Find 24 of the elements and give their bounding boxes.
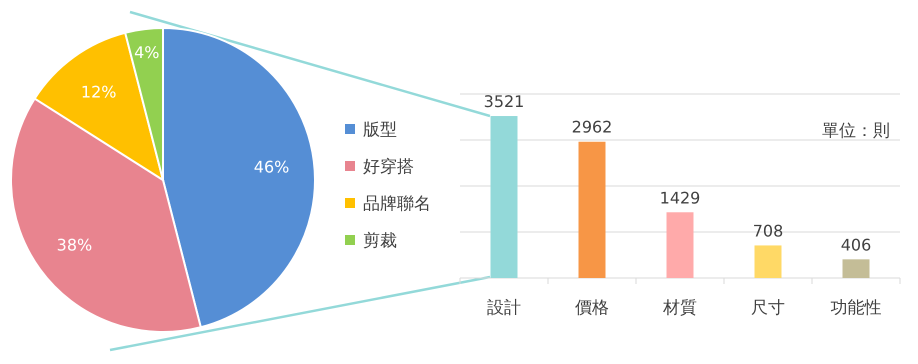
bar: [578, 142, 606, 278]
legend-label: 剪裁: [363, 231, 397, 251]
x-tick-label: 材質: [662, 298, 697, 318]
x-tick-label: 價格: [575, 298, 609, 318]
annotation: 單位：則: [822, 121, 890, 141]
legend-label: 品牌聯名: [363, 194, 431, 214]
data-label: 708: [752, 221, 784, 240]
data-label: 1429: [660, 188, 700, 208]
bar: [666, 212, 694, 278]
legend-label: 好穿搭: [363, 157, 414, 177]
bar: [754, 245, 782, 278]
bar: [842, 259, 870, 278]
x-tick-label: 尺寸: [751, 298, 785, 318]
data-label: 2962: [572, 118, 612, 137]
legend-label: 版型: [363, 120, 397, 140]
data-label: 46%: [254, 157, 290, 176]
data-label: 3521: [484, 92, 524, 112]
bar: [490, 116, 518, 278]
x-tick-label: 功能性: [830, 298, 882, 318]
data-label: 406: [840, 235, 872, 254]
data-label: 38%: [56, 235, 92, 254]
x-tick-label: 設計: [487, 298, 521, 318]
data-label: 12%: [80, 82, 116, 102]
data-label: 4%: [134, 42, 160, 62]
